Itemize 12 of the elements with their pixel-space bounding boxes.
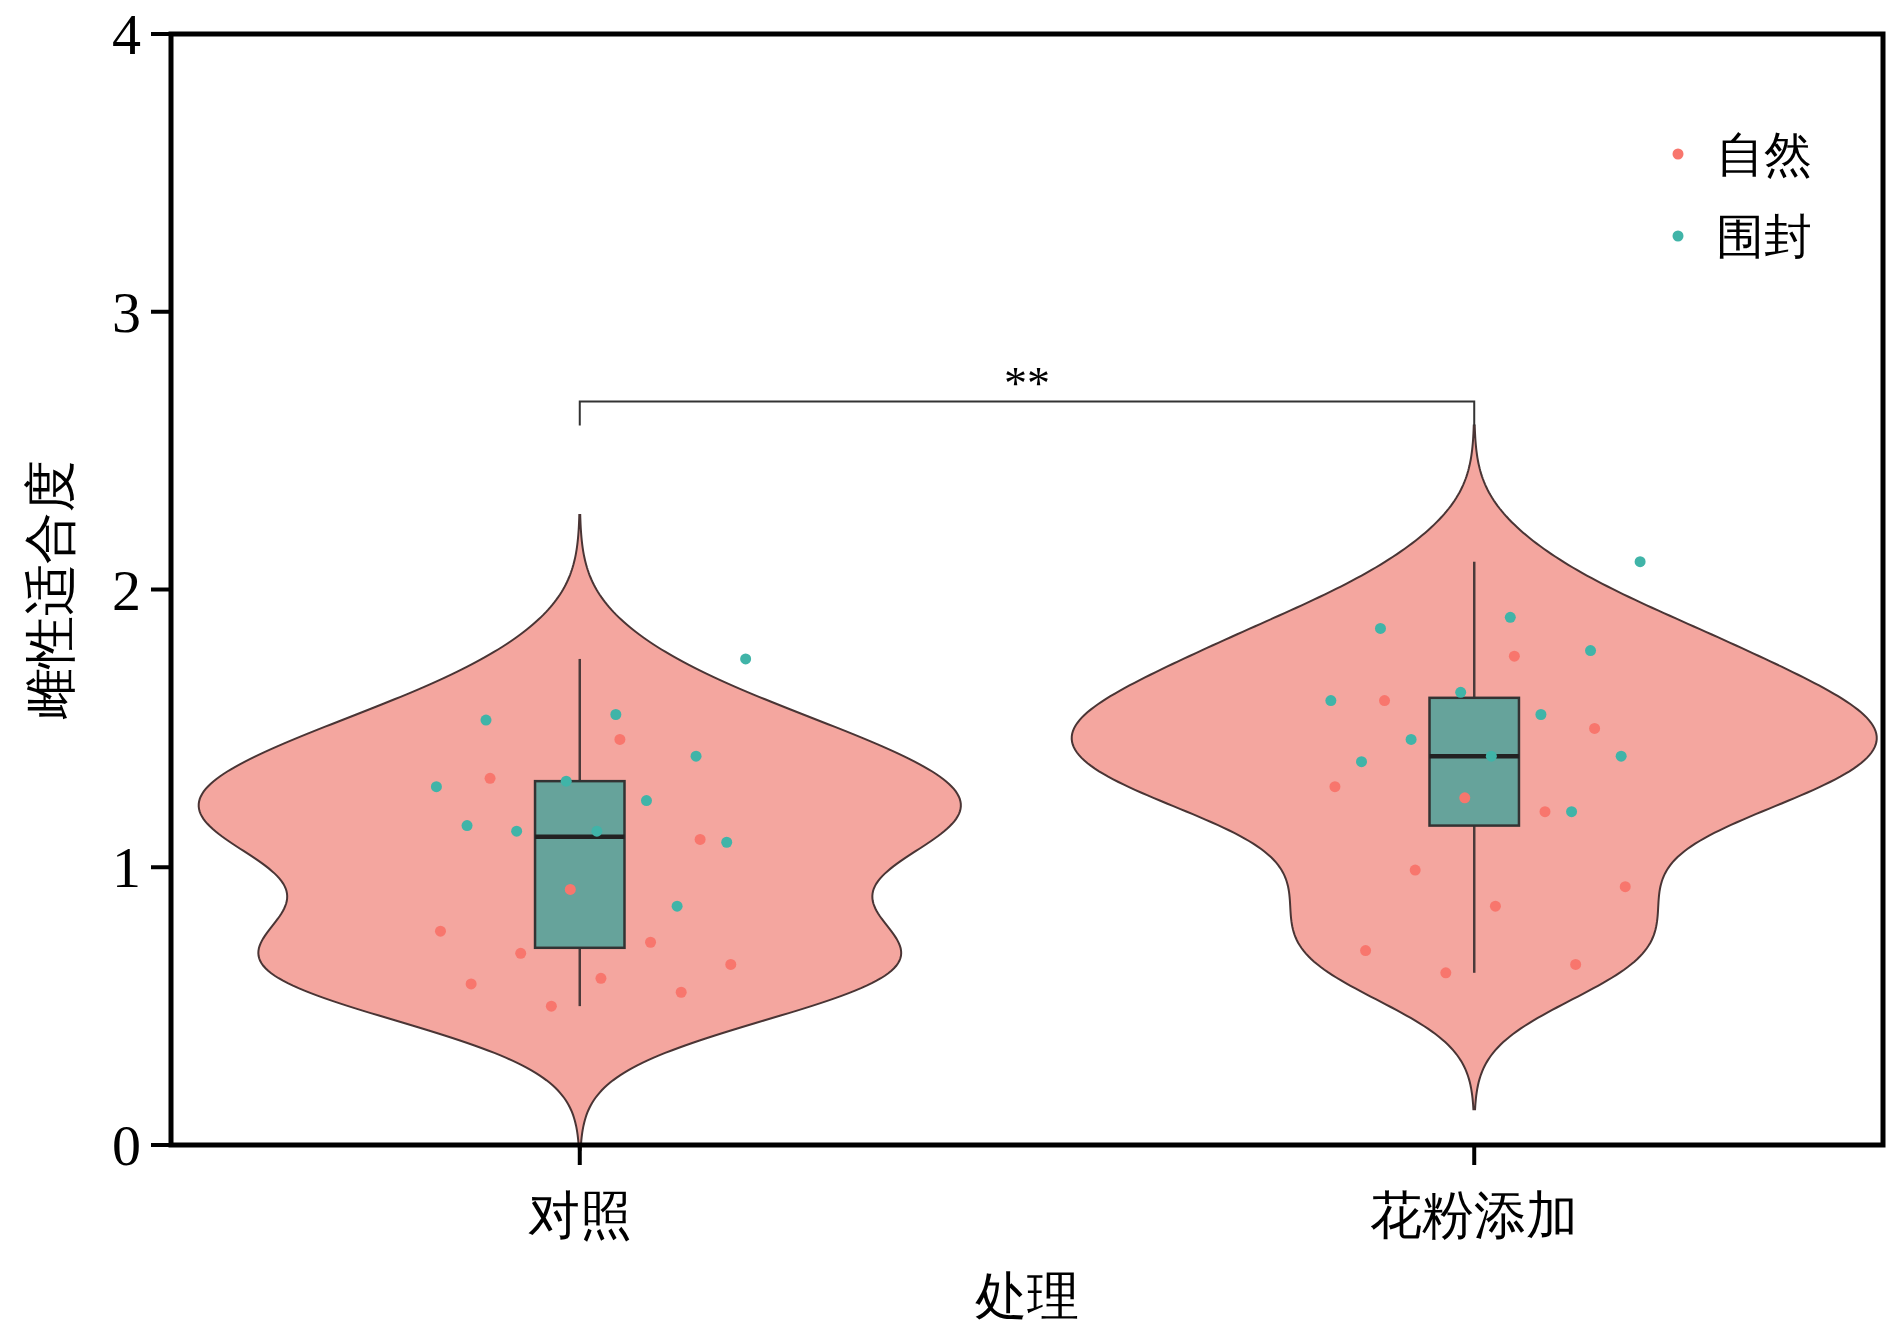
x-axis-title: 处理 [975, 1267, 1079, 1325]
x-tick-label: 对照 [527, 1186, 632, 1244]
annotation: ** [1004, 358, 1050, 410]
legend-label: 围封 [1716, 209, 1812, 263]
x-tick-label: 花粉添加 [1370, 1186, 1579, 1244]
y-tick-label: 0 [112, 1112, 141, 1178]
y-tick-label: 1 [112, 834, 141, 900]
y-axis-title: 雌性适合度 [21, 459, 79, 720]
legend-label: 自然 [1716, 127, 1812, 181]
y-tick-label: 4 [112, 1, 141, 67]
y-tick-label: 3 [112, 279, 141, 345]
y-tick-label: 2 [112, 557, 141, 622]
